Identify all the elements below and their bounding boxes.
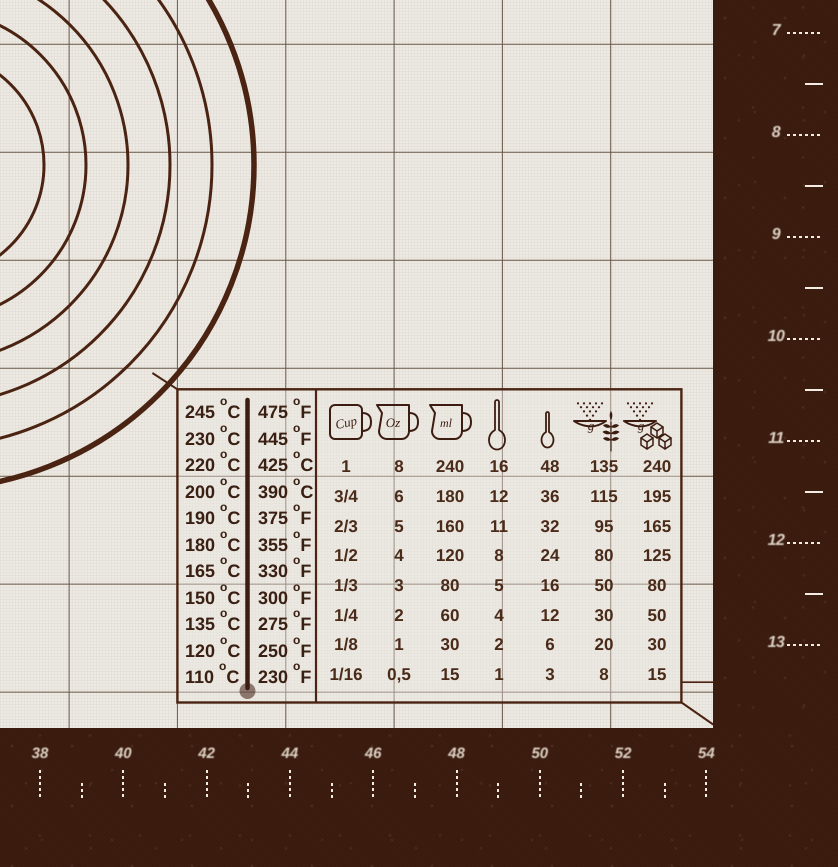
svg-text:g: g xyxy=(588,418,595,433)
svg-text:Oz: Oz xyxy=(386,415,400,430)
svg-text:g: g xyxy=(638,418,645,433)
svg-text:ml: ml xyxy=(440,416,453,430)
